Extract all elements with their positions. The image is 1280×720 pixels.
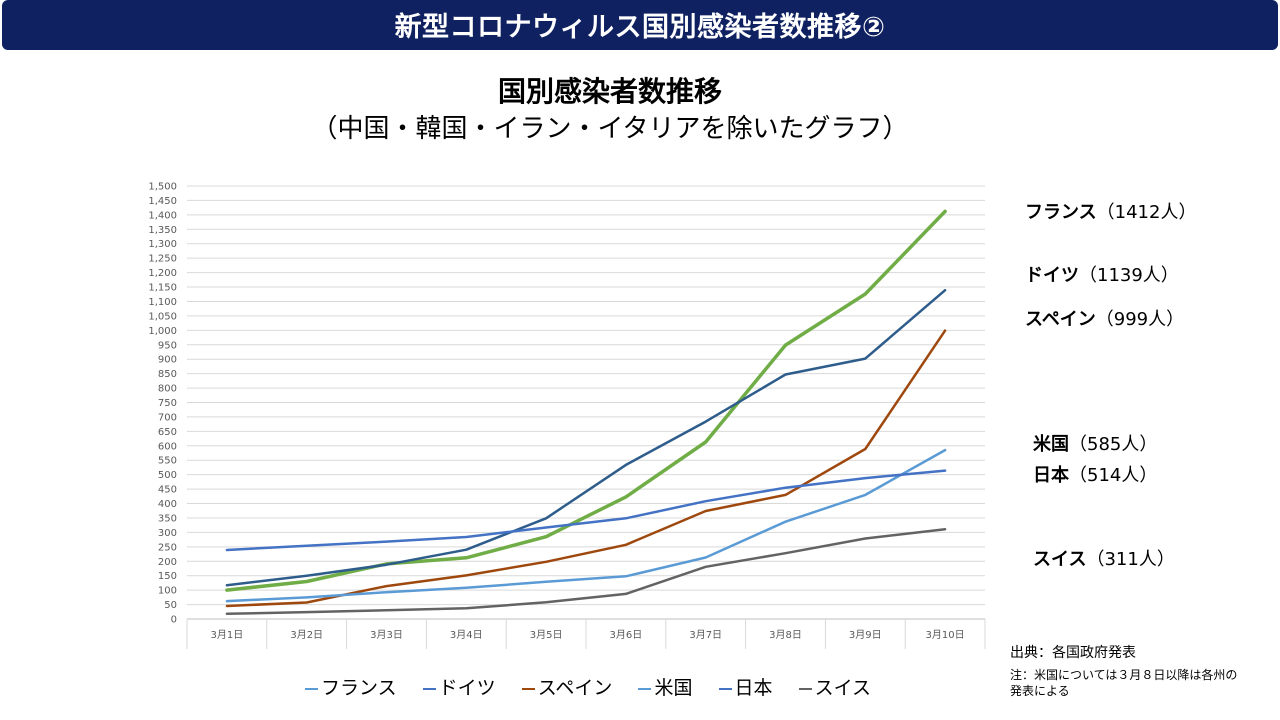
annotation-usa: 米国（585人）	[1033, 430, 1157, 456]
x-tick-label: 3月5日	[530, 629, 563, 641]
legend-item-germany: ドイツ	[422, 673, 496, 700]
legend-swatch	[718, 687, 732, 690]
annotation-value: （1139人）	[1079, 265, 1179, 286]
x-tick-label: 3月2日	[290, 629, 323, 641]
series-line-スイス	[225, 527, 947, 616]
legend-item-spain: スペイン	[521, 673, 613, 700]
y-tick-label: 1,400	[148, 210, 177, 221]
y-tick-label: 1,150	[148, 283, 177, 294]
y-tick-label: 1,450	[148, 196, 177, 207]
y-tick-label: 150	[158, 571, 177, 582]
y-tick-label: 50	[164, 600, 177, 611]
source-text: 出典：各国政府発表	[1010, 645, 1136, 661]
chart-subtitle: （中国・韓国・イラン・イタリアを除いたグラフ）	[311, 114, 909, 144]
x-tick-label: 3月10日	[926, 629, 965, 641]
series-line-フランス	[225, 209, 947, 592]
annotation-france: フランス（1412人）	[1025, 198, 1196, 224]
y-tick-label: 1,250	[148, 254, 177, 265]
legend-swatch	[798, 687, 812, 690]
annotation-value: （585人）	[1069, 434, 1158, 455]
y-tick-label: 800	[158, 384, 177, 395]
x-tick-label: 3月6日	[610, 629, 643, 641]
annotation-spain: スペイン（999人）	[1025, 305, 1184, 331]
annotation-name: フランス	[1025, 202, 1097, 223]
y-tick-label: 900	[158, 355, 177, 366]
legend-swatch	[305, 687, 318, 690]
annotation-name: ドイツ	[1025, 265, 1079, 286]
chart-legend: フランス ドイツ スペイン 米国 日本 スイス	[305, 673, 891, 700]
annotation-germany: ドイツ（1139人）	[1025, 261, 1179, 287]
y-tick-label: 500	[158, 470, 177, 481]
y-tick-label: 550	[158, 456, 177, 467]
y-tick-label: 1,300	[148, 239, 177, 250]
legend-label: スペイン	[537, 677, 613, 699]
legend-item-japan: 日本	[718, 673, 773, 700]
y-tick-label: 950	[158, 340, 177, 351]
annotation-name: 日本	[1033, 465, 1069, 486]
series-line-スペイン	[225, 329, 947, 608]
legend-item-switzerland: スイス	[798, 673, 872, 700]
annotation-name: 米国	[1033, 434, 1069, 455]
page-title: 新型コロナウィルス国別感染者数推移②	[394, 12, 886, 43]
y-tick-label: 0	[171, 615, 177, 626]
y-tick-label: 1,000	[148, 326, 177, 337]
y-tick-label: 650	[158, 427, 177, 438]
legend-item-usa: 米国	[638, 673, 692, 700]
y-tick-label: 1,100	[148, 297, 177, 308]
y-tick-label: 350	[158, 513, 177, 524]
x-tick-label: 3月4日	[450, 629, 483, 641]
annotation-name: スペイン	[1025, 309, 1096, 330]
y-tick-label: 100	[158, 586, 177, 597]
legend-swatch	[638, 687, 652, 690]
annotation-name: スイス	[1033, 549, 1087, 570]
x-tick-label: 3月7日	[689, 629, 722, 641]
y-tick-label: 600	[158, 441, 177, 452]
legend-label: スイス	[814, 677, 872, 699]
legend-item-france: フランス	[305, 673, 397, 700]
legend-label: フランス	[321, 677, 397, 699]
chart-title: 国別感染者数推移	[497, 75, 722, 108]
y-tick-label: 1,500	[148, 182, 177, 193]
x-tick-label: 3月9日	[849, 629, 882, 641]
header-banner: 新型コロナウィルス国別感染者数推移②	[2, 0, 1278, 50]
x-tick-label: 3月3日	[370, 629, 403, 641]
annotation-switzerland: スイス（311人）	[1033, 545, 1175, 571]
series-line-米国	[225, 448, 947, 603]
series-line-日本	[225, 469, 947, 552]
legend-label: ドイツ	[438, 677, 496, 699]
y-tick-label: 250	[158, 542, 177, 553]
y-tick-label: 1,050	[148, 311, 177, 322]
annotation-value: （311人）	[1086, 549, 1175, 570]
y-tick-label: 450	[158, 485, 177, 496]
y-tick-label: 700	[158, 412, 177, 423]
legend-swatch	[521, 687, 535, 690]
annotation-value: （514人）	[1069, 465, 1158, 486]
legend-swatch	[422, 687, 436, 690]
x-tick-label: 3月1日	[211, 629, 244, 641]
y-tick-label: 850	[158, 369, 177, 380]
y-tick-label: 200	[158, 557, 177, 568]
note-text: 注：米国については３月８日以降は各州の発表による	[1010, 668, 1238, 698]
annotation-japan: 日本（514人）	[1033, 461, 1157, 487]
annotation-value: （999人）	[1095, 309, 1185, 330]
y-tick-label: 400	[158, 499, 177, 510]
legend-label: 日本	[734, 677, 773, 699]
y-tick-label: 1,350	[148, 225, 177, 236]
annotation-value: （1412人）	[1096, 202, 1197, 223]
y-tick-label: 1,200	[148, 268, 177, 279]
x-tick-label: 3月8日	[769, 629, 802, 641]
y-tick-label: 300	[158, 528, 177, 539]
legend-label: 米国	[654, 677, 693, 699]
series-line-ドイツ	[225, 288, 947, 587]
y-tick-label: 750	[158, 398, 177, 409]
